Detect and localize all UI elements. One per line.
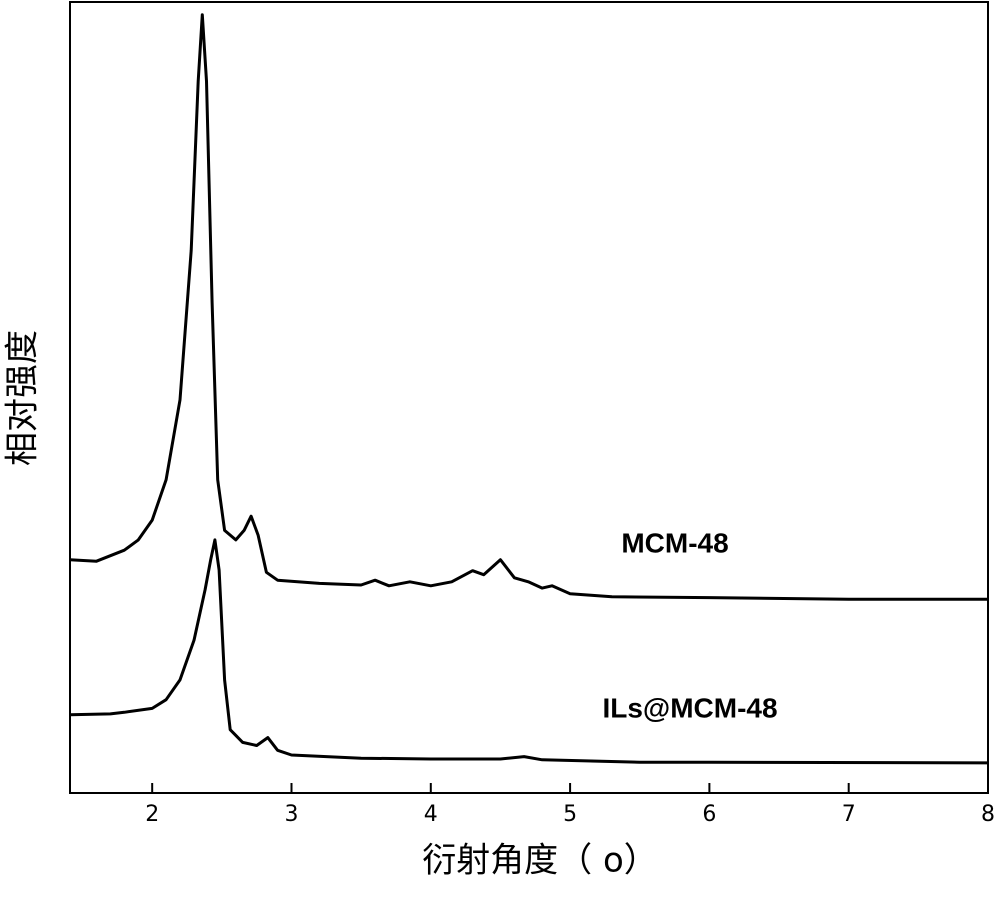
- plot-frame: [69, 1, 989, 794]
- x-tick-label: 3: [284, 802, 298, 827]
- x-tick-label: 6: [702, 802, 716, 827]
- x-tick-label: 5: [563, 802, 577, 827]
- x-tick-label: 2: [145, 802, 159, 827]
- series-label: ILs@MCM-48: [602, 692, 777, 723]
- data-line: [69, 13, 988, 601]
- data-line: [69, 538, 989, 765]
- x-tick-label: 7: [842, 802, 856, 827]
- x-axis-label: 衍射角度（ o）: [422, 841, 658, 881]
- series-label: MCM-48: [621, 527, 728, 558]
- y-axis-label: 相对强度: [3, 330, 43, 466]
- x-tick-label: 4: [424, 802, 438, 827]
- x-tick-label: 8: [981, 802, 995, 827]
